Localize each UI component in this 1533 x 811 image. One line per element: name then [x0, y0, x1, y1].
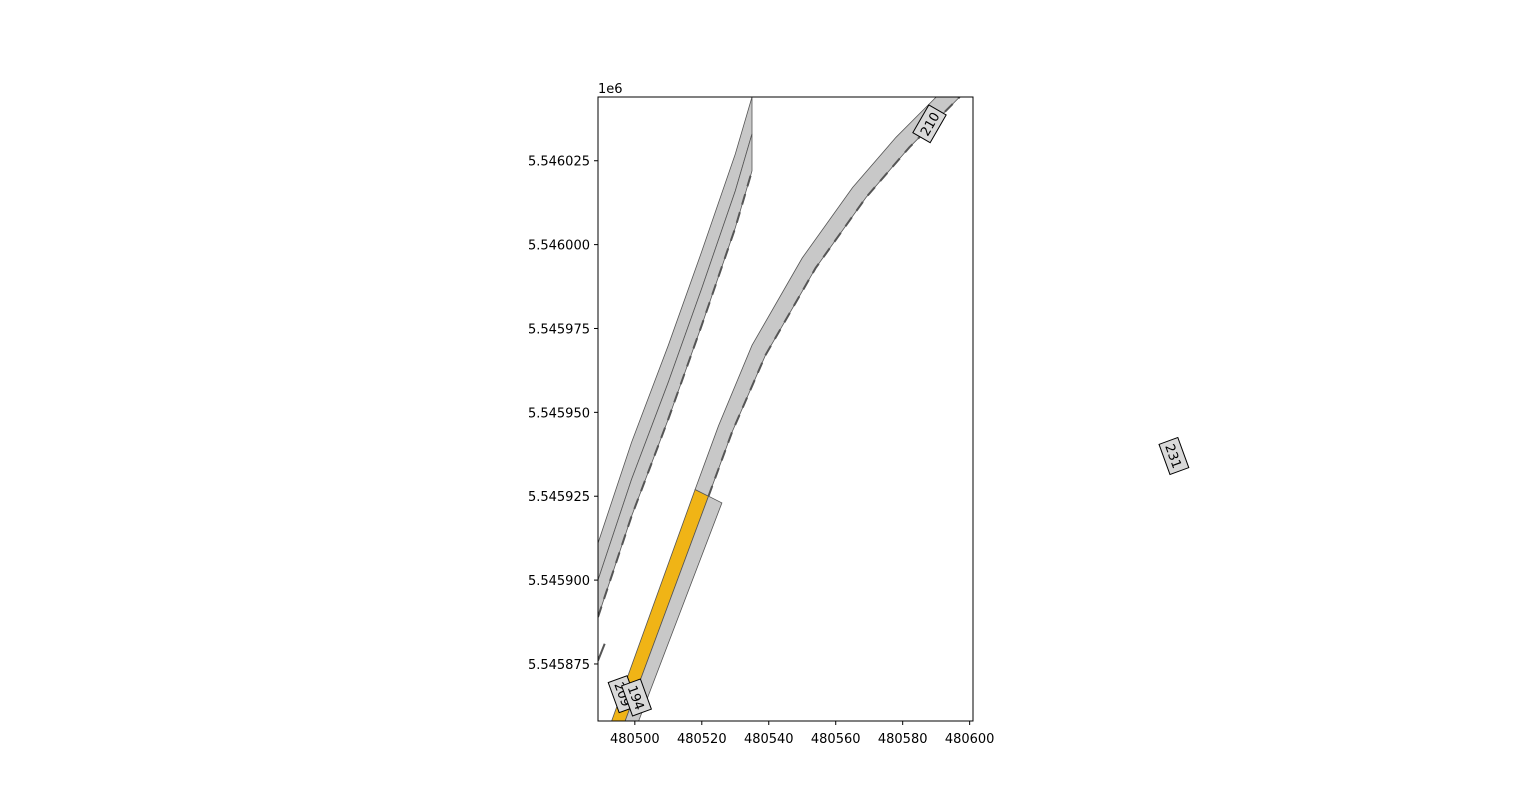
road-label: 194: [620, 678, 653, 717]
road-label-box: [912, 104, 947, 144]
y-tick-label: 5.546025: [528, 155, 590, 170]
x-axis: 480500 480520 480540 480560 480580 480600: [610, 721, 994, 747]
y-tick-label: 5.545900: [528, 574, 590, 589]
y-axis: 5.545875 5.545900 5.545925 5.545950 5.545975…: [528, 155, 598, 673]
road-label-box: [620, 678, 653, 717]
lane-marking-left-road-lane-east: [598, 170, 753, 618]
y-tick-label: 5.545950: [528, 406, 590, 421]
road-label-box: [1158, 436, 1190, 476]
lane-left-road-lane-west: [598, 97, 753, 581]
lane-lane-210: [694, 97, 961, 497]
y-tick-label: 5.545875: [528, 658, 590, 673]
x-tick-label: 480580: [878, 732, 928, 747]
plot-area: [598, 97, 961, 721]
y-tick-label: 5.546000: [528, 239, 590, 254]
y-tick-label: 5.545975: [528, 322, 590, 337]
x-tick-label: 480540: [744, 732, 794, 747]
y-tick-label: 5.545925: [528, 490, 590, 505]
axes-frame: [597, 96, 974, 722]
lane-lane-194: [624, 495, 723, 721]
x-tick-label: 480500: [610, 732, 660, 747]
lane-left-road-lane-east: [598, 133, 753, 618]
lane-marking-lane-210: [707, 97, 961, 497]
x-tick-label: 480520: [677, 732, 727, 747]
x-tick-label: 480560: [811, 732, 861, 747]
lane-marking-stub-0: [598, 643, 606, 661]
y-axis-offset-label: 1e6: [598, 82, 623, 97]
x-tick-label: 480600: [945, 732, 995, 747]
road-label: 231: [1158, 436, 1190, 476]
